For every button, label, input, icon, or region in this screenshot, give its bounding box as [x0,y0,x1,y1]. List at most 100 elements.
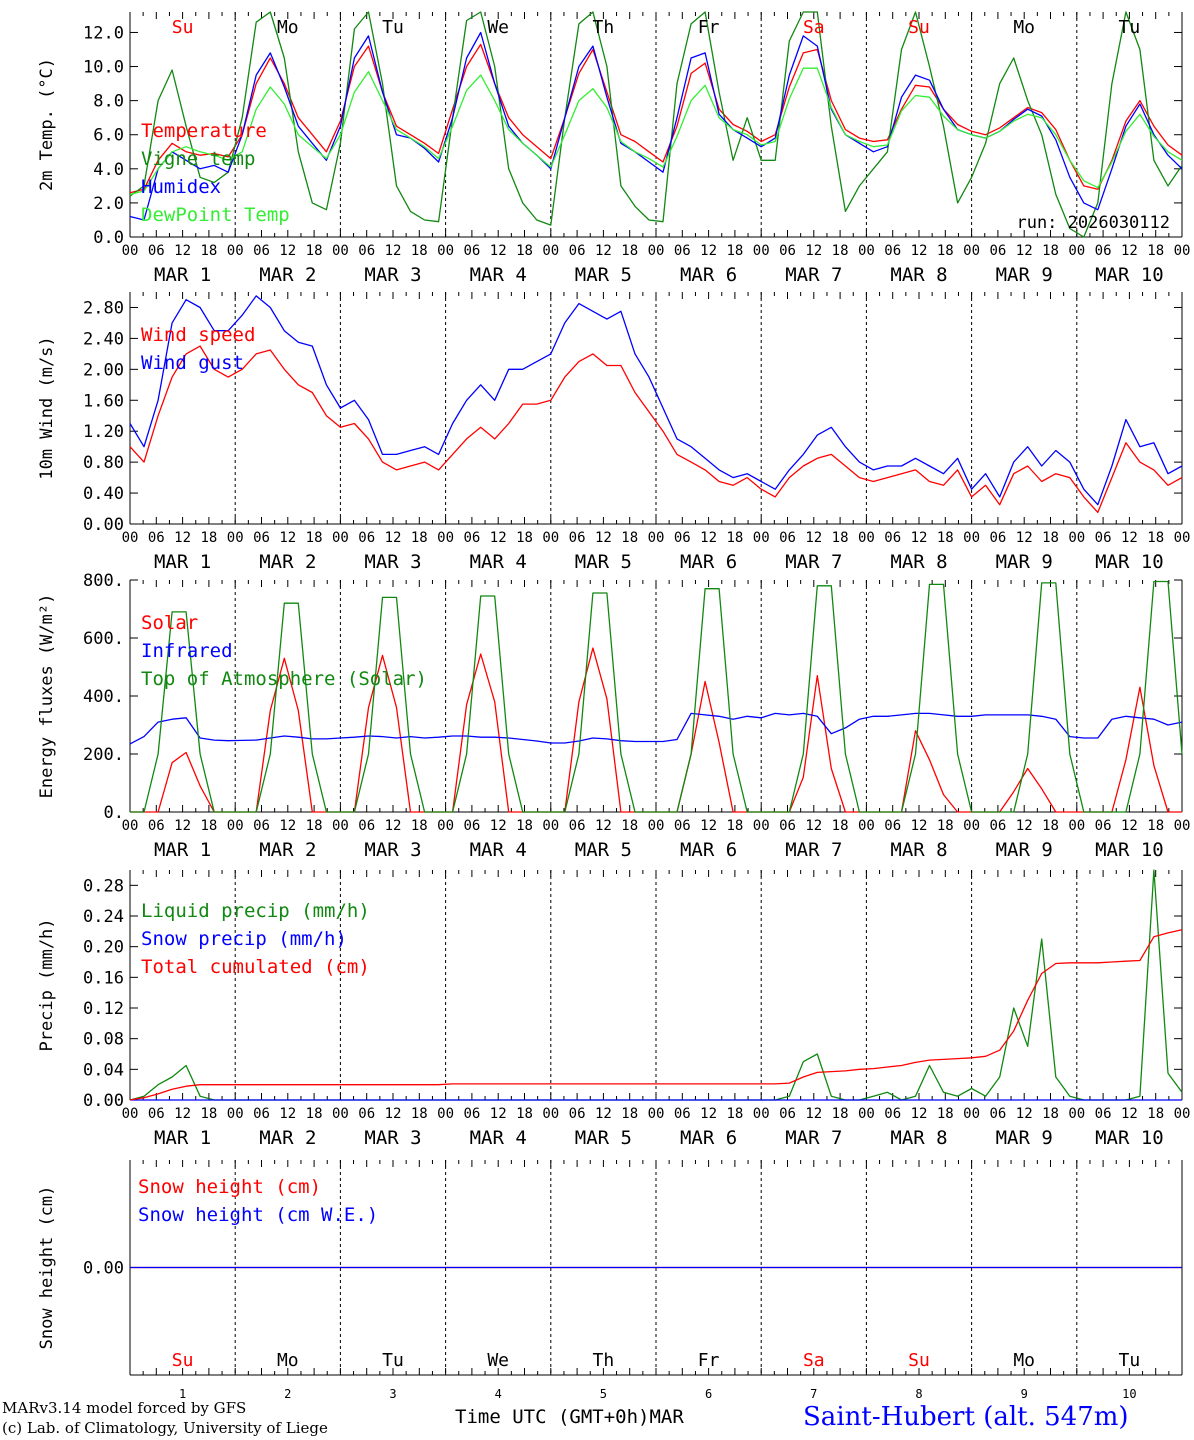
hour-tick-label: 00 [858,530,875,546]
day-name: Tu [382,17,404,38]
hour-tick-label: 12 [1121,818,1138,834]
date-label: MAR 4 [470,1127,527,1149]
day-name: Su [172,1350,194,1371]
panel-1: 0.0 2.0 4.0 6.0 8.0 10.0 12.0 2m Temp. (°C) 00 06… [37,11,1191,286]
y-tick-label: 2.00 [83,360,124,380]
series-line-wind_gust [129,295,1183,506]
hour-tick-label: 06 [358,818,375,834]
date-label: MAR 10 [1095,551,1164,573]
hour-tick-label: 12 [279,818,296,834]
y-tick-label: 10.0 [83,58,124,78]
hour-tick-label: 18 [516,530,533,546]
hour-tick-label: 18 [1147,818,1164,834]
day-number: 1 [179,1387,186,1401]
hour-tick-label: 12 [911,530,928,546]
hour-tick-label: 12 [700,243,717,259]
hour-tick-label: 18 [937,243,954,259]
legend-wind_gust: Wind gust [141,352,244,374]
hour-tick-label: 06 [1095,530,1112,546]
series-line-cumulated [129,929,1183,1101]
legend-infrared: Infrared [141,640,233,662]
date-label: MAR 5 [575,551,632,573]
hour-tick-label: 12 [174,530,191,546]
hour-tick-label: 12 [279,1106,296,1122]
hour-tick-label: 06 [674,530,691,546]
hour-tick-label: 12 [911,818,928,834]
day-number: 9 [1021,1387,1028,1401]
hour-tick-label: 06 [779,818,796,834]
panel-2: 0.00 0.40 0.80 1.20 1.60 2.00 2.40 2.80 10m Wind… [37,292,1190,573]
hour-tick-label: 06 [463,818,480,834]
hour-tick-label: 00 [1068,530,1085,546]
hour-tick-label: 06 [148,818,165,834]
hour-tick-label: 00 [332,1106,349,1122]
hour-tick-label: 00 [227,530,244,546]
day-name: Th [593,17,615,38]
day-number: 3 [389,1387,396,1401]
day-name: Sa [803,1350,825,1371]
hour-tick-label: 06 [779,1106,796,1122]
date-label: MAR 1 [154,1127,211,1149]
panel-4: 0.00 0.04 0.08 0.12 0.16 0.20 0.24 0.28 Precip (… [37,869,1190,1149]
hour-tick-label: 12 [595,818,612,834]
legend-snow_height: Snow height (cm) [138,1176,321,1198]
date-label: MAR 5 [575,839,632,861]
hour-tick-label: 12 [490,243,507,259]
date-label: MAR 7 [785,839,842,861]
time-axis-text: Time UTC (GMT+0h) [455,1406,650,1428]
day-name: Su [908,17,930,38]
y-tick-label: 0.28 [83,876,124,896]
hour-tick-label: 00 [542,818,559,834]
lab-credit: (c) Lab. of Climatology, University of L… [2,1419,328,1437]
day-name: Fr [698,1350,720,1371]
date-label: MAR 9 [996,1127,1053,1149]
y-tick-label: 0.00 [83,1091,124,1111]
hour-tick-label: 12 [805,818,822,834]
hour-tick-label: 00 [332,243,349,259]
series-line-humidex [129,31,1183,221]
y-tick-label: 800. [83,571,124,591]
hour-tick-label: 00 [1174,243,1191,259]
hour-tick-label: 06 [779,243,796,259]
hour-tick-label: 12 [595,1106,612,1122]
hour-tick-label: 00 [648,818,665,834]
y-tick-label: 6.0 [93,126,124,146]
hour-tick-label: 12 [490,1106,507,1122]
series-line-dewpoint [129,67,1183,196]
hour-tick-label: 00 [753,818,770,834]
date-label: MAR 6 [680,839,737,861]
hour-tick-label: 06 [253,818,270,834]
hour-tick-label: 18 [621,818,638,834]
hour-tick-label: 12 [595,243,612,259]
hour-tick-label: 12 [805,1106,822,1122]
hour-tick-label: 00 [227,818,244,834]
day-name: We [487,1350,509,1371]
hour-tick-label: 18 [1147,1106,1164,1122]
hour-tick-label: 00 [437,818,454,834]
hour-tick-label: 18 [726,530,743,546]
date-label: MAR 9 [996,839,1053,861]
date-label: MAR 6 [680,264,737,286]
hour-tick-label: 06 [358,1106,375,1122]
hour-tick-label: 06 [1095,818,1112,834]
hour-tick-label: 06 [148,530,165,546]
day-name: Mo [277,17,299,38]
date-label: MAR 8 [890,264,947,286]
legend-solar: Solar [141,612,198,634]
hour-tick-label: 06 [569,243,586,259]
day-name: Tu [1119,17,1141,38]
day-number: 2 [284,1387,291,1401]
day-name: Th [593,1350,615,1371]
date-label: MAR 1 [154,264,211,286]
hour-tick-label: 00 [963,530,980,546]
hour-tick-label: 06 [1095,1106,1112,1122]
day-number: 6 [705,1387,712,1401]
hour-tick-label: 06 [463,243,480,259]
hour-tick-label: 06 [989,818,1006,834]
hour-tick-label: 06 [358,530,375,546]
day-name: Su [172,17,194,38]
hour-tick-label: 06 [253,530,270,546]
legend-snow_precip: Snow precip (mm/h) [141,928,347,950]
y-tick-label: 0.24 [83,907,124,927]
day-name: Su [908,1350,930,1371]
